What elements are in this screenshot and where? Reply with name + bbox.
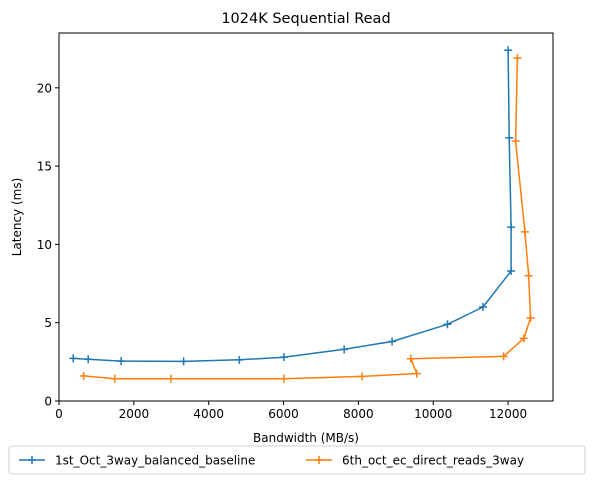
x-axis-ticks: 0 2000 4000 6000 8000 10000 12000 xyxy=(55,401,527,421)
data-point-marker xyxy=(479,303,488,312)
legend-marker xyxy=(28,456,36,464)
data-point-marker xyxy=(520,227,529,236)
y-tick-label: 10 xyxy=(37,238,52,252)
chart-title: 1024K Sequential Read xyxy=(221,11,390,27)
x-axis-label: Bandwidth (MB/s) xyxy=(253,431,359,445)
data-point-marker xyxy=(358,372,367,381)
x-tick-label: 12000 xyxy=(489,407,527,421)
data-point-marker xyxy=(179,357,188,366)
data-point-marker xyxy=(507,267,516,276)
legend-label-1: 1st_Oct_3way_balanced_baseline xyxy=(55,454,255,468)
plot-frame xyxy=(58,32,554,402)
x-tick-label: 4000 xyxy=(193,407,224,421)
data-point-marker xyxy=(117,357,126,366)
series-line-2 xyxy=(83,58,532,380)
x-tick-label: 2000 xyxy=(119,407,150,421)
legend-label-2: 6th_oct_ec_direct_reads_3way xyxy=(342,454,524,468)
data-point-marker xyxy=(388,337,397,346)
legend: 1st_Oct_3way_balanced_baseline 6th_oct_ec… xyxy=(8,445,586,475)
data-point-marker xyxy=(443,320,452,329)
data-point-marker xyxy=(340,345,349,354)
data-point-marker xyxy=(84,355,93,364)
data-point-marker xyxy=(511,137,520,146)
x-tick-label: 8000 xyxy=(343,407,374,421)
data-point-marker xyxy=(524,271,533,280)
data-point-marker xyxy=(69,354,78,363)
data-point-marker xyxy=(526,314,535,323)
y-axis-ticks: 0 5 10 15 20 xyxy=(37,81,59,409)
data-point-marker xyxy=(513,54,522,63)
data-point-marker xyxy=(279,353,288,362)
plot-lines xyxy=(69,46,535,383)
y-tick-label: 5 xyxy=(44,316,52,330)
x-tick-label: 0 xyxy=(55,407,63,421)
data-point-marker xyxy=(166,374,175,383)
data-point-marker xyxy=(406,354,415,363)
legend-box xyxy=(8,445,586,475)
y-tick-label: 20 xyxy=(37,81,52,95)
data-point-marker xyxy=(504,46,513,55)
legend-marker xyxy=(315,456,323,464)
data-point-marker xyxy=(499,352,508,361)
data-point-marker xyxy=(507,223,516,232)
data-point-marker xyxy=(412,369,421,378)
data-point-marker xyxy=(110,374,119,383)
series-line-1 xyxy=(73,50,512,363)
data-point-marker xyxy=(519,334,528,343)
data-point-marker xyxy=(79,371,88,380)
y-axis-label: Latency (ms) xyxy=(10,178,24,257)
data-point-marker xyxy=(235,355,244,364)
x-tick-label: 10000 xyxy=(414,407,452,421)
y-tick-label: 0 xyxy=(44,395,52,409)
x-tick-label: 6000 xyxy=(268,407,299,421)
y-tick-label: 15 xyxy=(37,160,52,174)
data-point-marker xyxy=(279,374,288,383)
data-point-marker xyxy=(505,133,514,142)
